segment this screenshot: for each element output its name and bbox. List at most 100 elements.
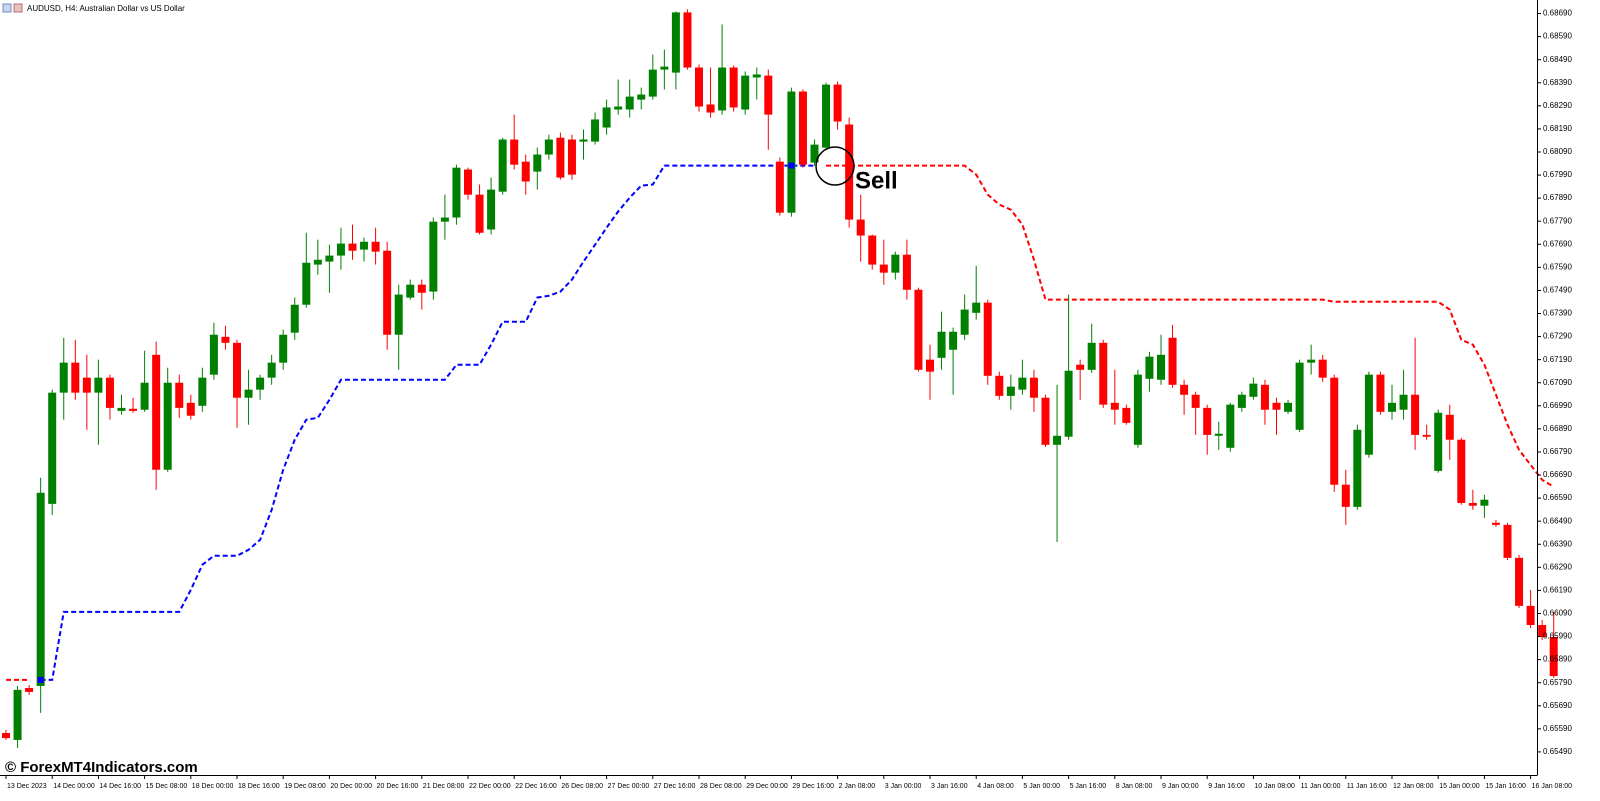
x-tick-label: 5 Jan 16:00	[1070, 783, 1107, 790]
candle-body	[1203, 407, 1212, 435]
candle-body	[360, 241, 369, 250]
candle-body	[1145, 356, 1154, 379]
candle-body	[729, 67, 738, 108]
candle-body	[718, 67, 727, 111]
y-tick-label: 0.68090	[1543, 147, 1572, 156]
x-tick-label: 11 Jan 00:00	[1301, 783, 1341, 790]
x-tick-label: 2 Jan 08:00	[839, 783, 876, 790]
x-tick-label: 21 Dec 08:00	[423, 783, 465, 790]
candle-body	[487, 189, 496, 230]
candle-body	[1272, 402, 1281, 410]
candle-body	[2, 733, 10, 739]
candle-body	[244, 389, 253, 398]
candle-body	[394, 294, 403, 335]
candle-body	[498, 139, 507, 192]
candle-body	[1353, 429, 1362, 507]
candle-body	[348, 243, 357, 251]
candle-body	[764, 75, 773, 115]
x-tick-label: 16 Jan 08:00	[1532, 783, 1573, 790]
candle-body	[94, 377, 103, 393]
candle-body	[845, 124, 854, 220]
window-icon	[13, 3, 23, 13]
candle-body	[175, 382, 184, 408]
x-tick-label: 13 Dec 2023	[7, 783, 47, 790]
candle-body	[1006, 386, 1015, 396]
candle-body	[1549, 637, 1558, 677]
candle-body	[1041, 397, 1050, 445]
candle-body	[879, 264, 888, 273]
candle-body	[1307, 359, 1316, 363]
x-tick-label: 18 Dec 16:00	[238, 783, 280, 790]
candle-body	[995, 375, 1004, 396]
x-tick-label: 20 Dec 16:00	[377, 783, 419, 790]
candle-body	[1434, 412, 1443, 471]
x-tick-label: 27 Dec 16:00	[654, 783, 696, 790]
candle-body	[221, 336, 230, 343]
candle-body	[625, 96, 634, 110]
y-tick-label: 0.68190	[1543, 124, 1572, 133]
candle-body	[1029, 377, 1038, 398]
x-tick-label: 26 Dec 08:00	[561, 783, 603, 790]
chart-title: AUDUSD, H4: Australian Dollar vs US Doll…	[27, 4, 185, 13]
candle-body	[798, 91, 807, 165]
y-tick-label: 0.68690	[1543, 9, 1572, 18]
candle-body	[279, 334, 288, 363]
candle-body	[868, 235, 877, 265]
y-tick-label: 0.66090	[1543, 609, 1572, 618]
candle-body	[533, 154, 542, 172]
candle-body	[960, 309, 969, 335]
candle-body	[972, 302, 981, 313]
y-tick-label: 0.66190	[1543, 586, 1572, 595]
candle-body	[949, 331, 958, 350]
candle-body	[256, 377, 265, 390]
candle-body	[1099, 342, 1108, 405]
candle-body	[1480, 499, 1489, 506]
candle-body	[1364, 374, 1373, 455]
candle-body	[775, 161, 784, 213]
candle-body	[105, 377, 114, 408]
x-tick-label: 9 Jan 00:00	[1162, 783, 1199, 790]
candle-body	[290, 304, 299, 333]
y-tick-label: 0.65490	[1543, 747, 1572, 756]
y-tick-label: 0.65990	[1543, 632, 1572, 641]
y-tick-label: 0.67290	[1543, 332, 1572, 341]
watermark: © ForexMT4Indicators.com	[5, 759, 198, 776]
candle-body	[1295, 362, 1304, 430]
y-tick-label: 0.66590	[1543, 493, 1572, 502]
y-tick-label: 0.68490	[1543, 55, 1572, 64]
candle-body	[544, 139, 553, 155]
candle-body	[48, 392, 57, 504]
y-tick-label: 0.66490	[1543, 516, 1572, 525]
candle-body	[521, 161, 530, 182]
candle-body	[822, 84, 831, 148]
candle-body	[787, 91, 796, 213]
candle-body	[1388, 402, 1396, 412]
candle-body	[1226, 404, 1235, 448]
candle-body	[59, 362, 68, 393]
y-tick-label: 0.68290	[1543, 101, 1572, 110]
candle-body	[371, 241, 380, 252]
candle-body	[510, 139, 519, 165]
x-tick-label: 29 Dec 00:00	[746, 783, 788, 790]
candle-body	[660, 66, 669, 70]
candle-body	[926, 359, 934, 372]
y-tick-label: 0.66690	[1543, 470, 1572, 479]
candle-body	[325, 255, 334, 262]
candle-body	[741, 75, 750, 110]
candle-body	[440, 217, 449, 222]
x-tick-label: 14 Dec 00:00	[53, 783, 95, 790]
candle-body	[1122, 407, 1131, 423]
candle-body	[695, 67, 703, 107]
candle-body	[914, 289, 923, 370]
y-tick-label: 0.66790	[1543, 447, 1572, 456]
candle-body	[82, 377, 91, 393]
candle-body	[706, 104, 715, 113]
y-tick-label: 0.68390	[1543, 78, 1572, 87]
candle-body	[140, 382, 149, 410]
annotation: Sell	[855, 167, 898, 194]
y-tick-label: 0.65690	[1543, 701, 1572, 710]
x-tick-label: 12 Jan 08:00	[1393, 783, 1434, 790]
candle-body	[1064, 370, 1073, 437]
candle-body	[36, 492, 45, 686]
